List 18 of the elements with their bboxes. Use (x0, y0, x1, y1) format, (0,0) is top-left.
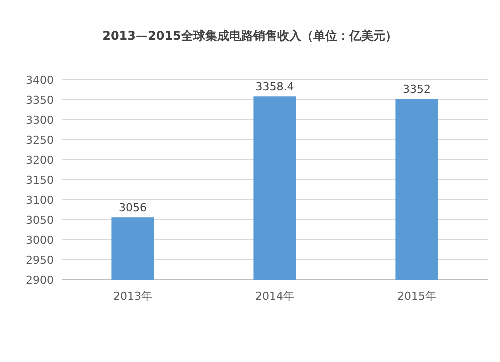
data-label: 3358.4 (256, 80, 294, 94)
x-tick-label: 2014年 (256, 290, 294, 303)
chart-title: 2013—2015全球集成电路销售收入（单位：亿美元） (102, 29, 398, 43)
x-tick-label: 2015年 (398, 290, 436, 303)
y-tick-label: 3050 (26, 214, 54, 227)
y-tick-label: 3150 (26, 174, 54, 187)
y-tick-label: 3350 (26, 94, 54, 107)
y-tick-label: 3250 (26, 134, 54, 147)
data-label: 3352 (403, 83, 431, 96)
y-tick-label: 2950 (26, 254, 54, 267)
y-tick-label: 3400 (26, 74, 54, 87)
y-tick-label: 3100 (26, 194, 54, 207)
y-tick-label: 3000 (26, 234, 54, 247)
y-tick-label: 2900 (26, 274, 54, 287)
data-label: 3056 (119, 202, 147, 215)
y-tick-label: 3300 (26, 114, 54, 127)
y-tick-label: 3200 (26, 154, 54, 167)
x-tick-label: 2013年 (114, 290, 152, 303)
